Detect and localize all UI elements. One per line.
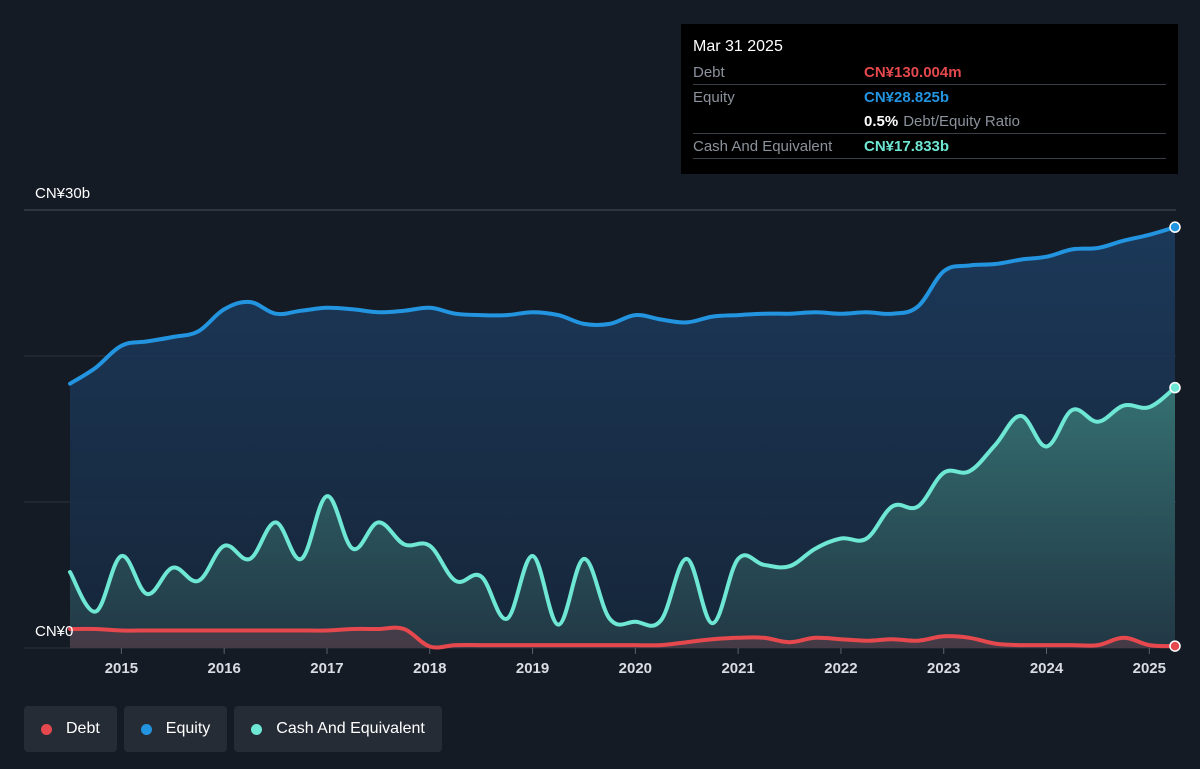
cash-and-equivalent-line [68, 385, 1177, 628]
cash-and-equivalent-end-marker [1169, 381, 1181, 394]
tooltip-cash-value: CN¥17.833b [864, 137, 950, 155]
x-tick-label: 2020 [619, 660, 652, 677]
x-tick-label: 2021 [721, 660, 754, 677]
series-lines [68, 225, 1177, 650]
legend-item-debt[interactable]: Debt [24, 706, 117, 752]
x-tick-label: 2025 [1133, 660, 1166, 677]
legend: Debt Equity Cash And Equivalent [24, 706, 442, 752]
x-axis: 2015 2016 2017 2018 2019 2020 2021 2022 2023 2024… [105, 648, 1166, 677]
y-axis-label: CN¥30b [35, 185, 90, 202]
tooltip-row-cash: Cash And Equivalent CN¥17.833b [693, 134, 1166, 159]
tooltip-equity-value: CN¥28.825b [864, 88, 950, 106]
legend-item-equity[interactable]: Equity [123, 706, 228, 752]
x-tick-label: 2022 [824, 660, 857, 677]
legend-item-cash[interactable]: Cash And Equivalent [234, 706, 442, 752]
legend-debt-label: Debt [66, 720, 100, 737]
equity-line [68, 225, 1177, 386]
tooltip-ratio-value: 0.5% [864, 112, 899, 130]
x-tick-label: 2024 [1030, 660, 1064, 677]
x-tick-label: 2016 [207, 660, 240, 677]
debt-line [68, 625, 1177, 650]
tooltip-row-equity: Equity CN¥28.825b [693, 85, 1166, 109]
x-tick-label: 2015 [105, 660, 138, 677]
tooltip-date: Mar 31 2025 [693, 38, 783, 55]
series-areas [70, 227, 1175, 648]
x-tick-label: 2023 [927, 660, 960, 677]
tooltip-cash-label: Cash And Equivalent [693, 137, 833, 155]
x-tick-label: 2018 [413, 660, 446, 677]
x-tick-label: 2017 [310, 660, 343, 677]
tooltip-panel: Mar 31 2025 Debt CN¥130.004m Equity CN¥2… [681, 24, 1178, 174]
y-axis-labels: CN¥30b CN¥0 [35, 185, 90, 640]
tooltip-equity-label: Equity [693, 88, 735, 106]
debt-end-marker [1169, 640, 1181, 652]
tooltip-debt-value: CN¥130.004m [864, 63, 962, 81]
legend-debt-dot-icon [41, 723, 52, 735]
tooltip-row-ratio: 0.5% Debt/Equity Ratio [693, 109, 1166, 134]
cash-and-equivalent-area [70, 387, 1175, 648]
tooltip-row-debt: Debt CN¥130.004m [693, 60, 1166, 85]
legend-equity-label: Equity [165, 720, 211, 737]
tooltip-debt-label: Debt [693, 63, 725, 81]
end-markers [1169, 221, 1181, 652]
legend-cash-label: Cash And Equivalent [276, 720, 425, 737]
x-tick-label: 2019 [516, 660, 549, 677]
tooltip-ratio-label: Debt/Equity Ratio [903, 112, 1020, 130]
equity-end-marker [1169, 221, 1181, 233]
y-axis-label: CN¥0 [35, 623, 73, 640]
legend-equity-dot-icon [140, 723, 152, 735]
debt-area [70, 627, 1175, 648]
legend-cash-dot-icon [251, 723, 263, 735]
